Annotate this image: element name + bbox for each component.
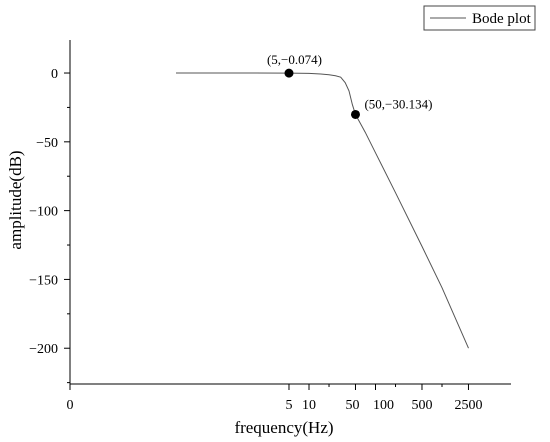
x-tick-label: 2500 (454, 398, 482, 413)
y-tick-label: 0 (51, 67, 58, 82)
legend-label: Bode plot (472, 11, 532, 27)
x-tick-label: 500 (411, 398, 432, 413)
y-tick-label: −50 (36, 136, 58, 151)
x-ticks: 0 5 10 50 100 500 2500 (67, 384, 482, 413)
data-point-marker (284, 68, 294, 78)
x-tick-label: 50 (345, 398, 359, 413)
y-axis-label: amplitude(dB) (6, 150, 25, 249)
data-point-label: (50,−30.134) (364, 96, 432, 111)
series-line-bode-plot (176, 72, 469, 349)
x-tick-label: 10 (302, 398, 316, 413)
x-tick-label: 100 (373, 398, 394, 413)
y-tick-label: −150 (29, 273, 58, 288)
data-point-marker (350, 109, 360, 119)
y-tick-label: −200 (29, 342, 58, 357)
x-axis-label: frequency(Hz) (234, 418, 333, 437)
y-tick-label: −100 (29, 205, 58, 220)
x-tick-label: 5 (285, 398, 292, 413)
legend: Bode plot (423, 5, 536, 31)
y-ticks: 0 −50 −100 −150 −200 (29, 67, 70, 384)
plot-area: (5,−0.074) (50,−30.134) (176, 52, 469, 349)
x-tick-label: 0 (67, 398, 74, 413)
data-point-label: (5,−0.074) (267, 52, 322, 67)
axes (69, 40, 511, 385)
